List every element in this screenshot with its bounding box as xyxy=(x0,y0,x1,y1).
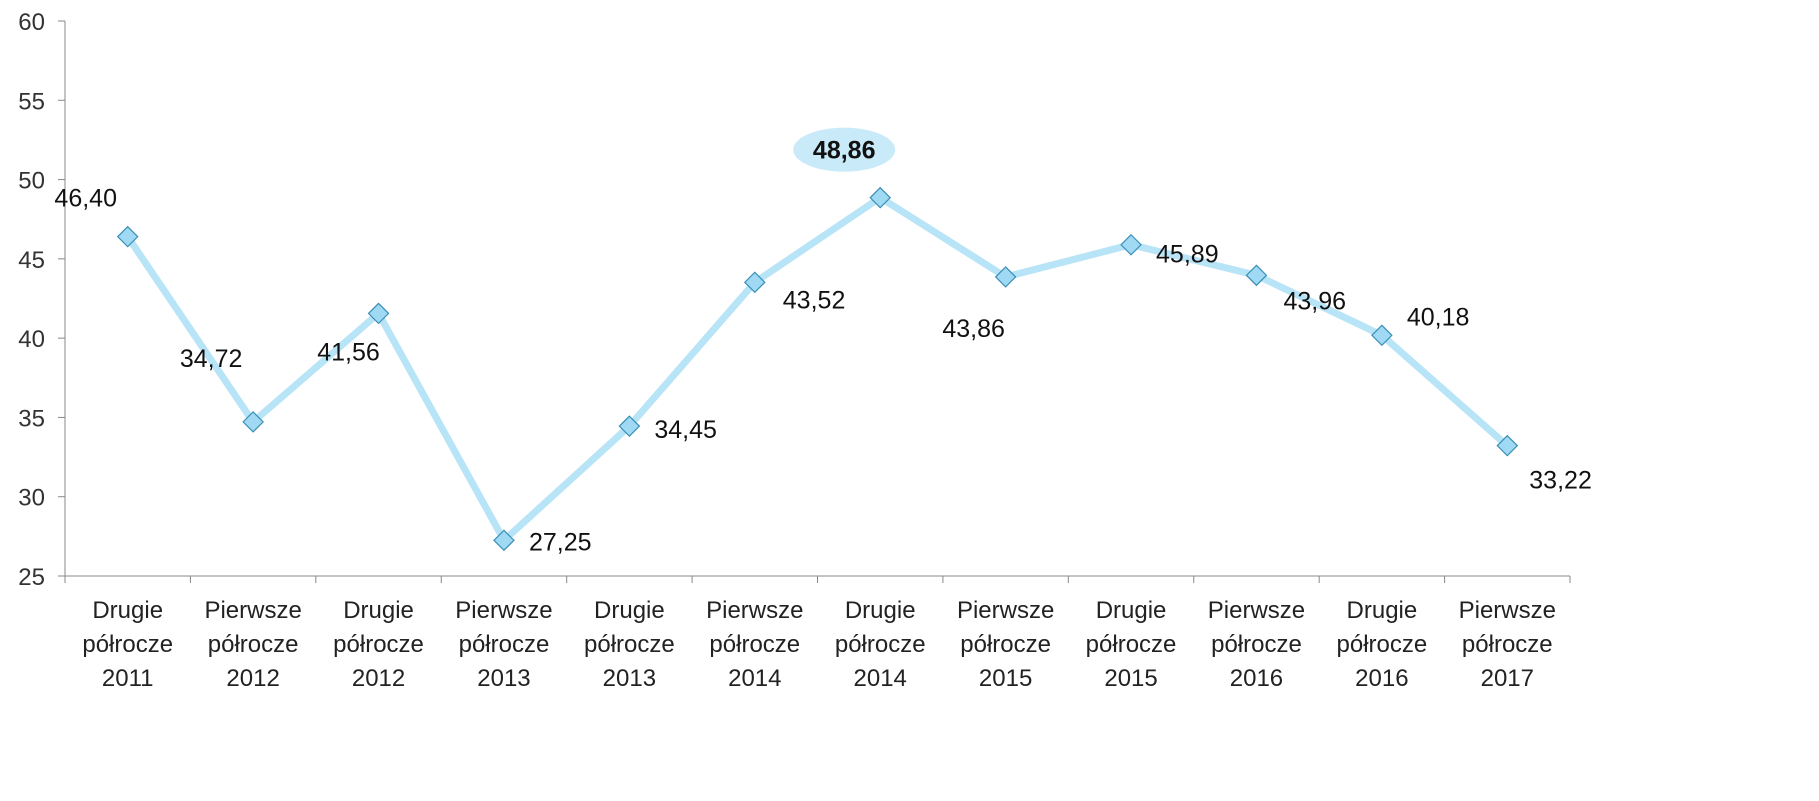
y-tick-label: 55 xyxy=(18,88,45,115)
data-point-marker xyxy=(869,186,892,209)
data-label: 40,18 xyxy=(1407,303,1470,331)
y-tick-label: 45 xyxy=(18,247,45,274)
data-point-marker xyxy=(994,266,1017,288)
x-tick-label: Drugie półrocze 2012 xyxy=(333,597,424,692)
data-label: 34,72 xyxy=(180,345,243,373)
x-tick-label: Pierwsze półrocze 2015 xyxy=(957,597,1054,692)
y-tick-label: 30 xyxy=(18,485,45,512)
x-tick-label: Drugie półrocze 2016 xyxy=(1337,597,1428,692)
data-label: 46,40 xyxy=(54,185,117,213)
x-tick-label: Pierwsze półrocze 2017 xyxy=(1459,597,1556,692)
data-point-marker xyxy=(242,411,264,433)
data-point-marker xyxy=(367,302,390,325)
x-tick-label: Drugie półrocze 2014 xyxy=(835,597,926,692)
x-tick-label: Drugie półrocze 2015 xyxy=(1086,597,1177,692)
data-point-marker xyxy=(493,529,515,552)
x-tick-label: Pierwsze półrocze 2014 xyxy=(706,597,803,692)
data-label: 43,96 xyxy=(1283,287,1346,315)
data-point-marker xyxy=(743,271,766,294)
y-tick-label: 35 xyxy=(18,405,45,432)
data-label: 43,86 xyxy=(942,315,1005,343)
data-label-highlight: 48,86 xyxy=(813,137,876,165)
x-tick-label: Pierwsze półrocze 2016 xyxy=(1208,597,1305,692)
y-tick-label: 40 xyxy=(18,326,45,353)
data-point-marker xyxy=(1496,434,1519,457)
data-point-marker xyxy=(116,225,139,248)
data-point-marker xyxy=(1371,324,1393,347)
highlight-label-bubble xyxy=(793,127,896,172)
data-label: 34,45 xyxy=(654,416,717,444)
data-labels: 46,40 34,72 41,56 27,25 34,45 43,52 48,86 43,86… xyxy=(54,127,1592,556)
data-label: 45,89 xyxy=(1156,241,1219,269)
data-label: 33,22 xyxy=(1529,467,1592,495)
data-label: 27,25 xyxy=(529,528,592,556)
data-label: 43,52 xyxy=(783,286,846,314)
y-tick-label: 60 xyxy=(18,9,45,36)
data-label: 41,56 xyxy=(317,338,380,366)
data-point-marker xyxy=(1120,233,1142,256)
x-tick-label: Pierwsze półrocze 2013 xyxy=(455,597,552,692)
y-tick-label: 50 xyxy=(18,168,45,195)
y-tick-label: 25 xyxy=(18,564,45,591)
series-polyline xyxy=(124,194,1511,544)
series-markers xyxy=(116,186,1519,552)
x-tick-label: Pierwsze półrocze 2012 xyxy=(204,597,301,692)
x-tick-label: Drugie półrocze 2011 xyxy=(82,597,173,692)
series-line xyxy=(124,194,1511,544)
data-point-marker xyxy=(1245,264,1268,287)
x-axis: Drugie półrocze 2011 Pierwsze półrocze 2012 Dr… xyxy=(64,575,1571,692)
y-axis: 25 30 35 40 45 50 55 60 xyxy=(18,9,66,591)
x-tick-label: Drugie półrocze 2013 xyxy=(584,597,675,692)
data-point-marker xyxy=(618,415,641,437)
